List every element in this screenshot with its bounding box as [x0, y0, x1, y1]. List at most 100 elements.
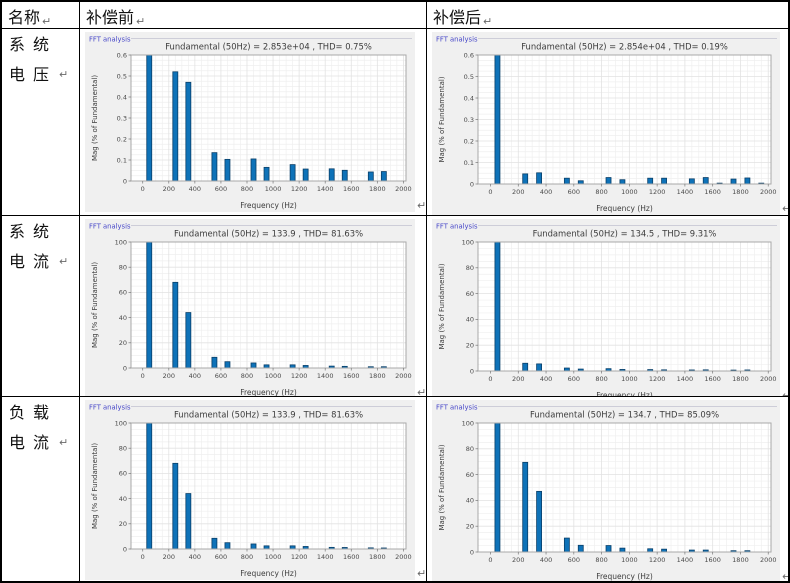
svg-text:1000: 1000	[621, 188, 638, 196]
svg-text:600: 600	[568, 188, 580, 196]
svg-text:2000: 2000	[395, 185, 412, 193]
paragraph-mark-icon: ↵	[59, 436, 69, 449]
svg-text:600: 600	[568, 375, 580, 383]
fft-bar	[185, 81, 192, 182]
fft-bar	[328, 168, 335, 182]
svg-text:0: 0	[141, 185, 145, 193]
svg-text:800: 800	[595, 375, 607, 383]
fft-bar	[494, 54, 501, 185]
fft-bar	[730, 178, 737, 185]
svg-text:0: 0	[488, 375, 492, 383]
svg-text:1200: 1200	[291, 553, 308, 561]
svg-text:1400: 1400	[677, 556, 694, 564]
fft-panel-label: FFT analysis	[89, 36, 131, 44]
fft-bar	[211, 152, 218, 182]
svg-text:0.5: 0.5	[464, 73, 474, 81]
fft-bar	[224, 542, 231, 550]
fft-panel-label: FFT analysis	[436, 223, 478, 231]
paragraph-mark-icon: ↵	[417, 567, 427, 580]
x-axis-label: Frequency (Hz)	[596, 572, 653, 581]
fft-chart-load-current-after: FFT analysis 0 200 400 600 800 1000 1200 1400 160…	[432, 400, 780, 581]
svg-text:100: 100	[462, 419, 474, 427]
svg-text:1200: 1200	[649, 188, 666, 196]
fft-panel-label: FFT analysis	[436, 36, 478, 44]
svg-text:1800: 1800	[732, 188, 749, 196]
svg-text:1400: 1400	[317, 185, 334, 193]
svg-text:0: 0	[141, 553, 145, 561]
svg-text:80: 80	[119, 445, 127, 453]
fft-bar	[146, 241, 153, 369]
fft-bar	[263, 166, 270, 182]
fft-chart-system-current-before: FFT analysis 0 200 400 600 800 1000 1200 1400 160…	[85, 219, 415, 396]
svg-text:1000: 1000	[265, 553, 282, 561]
header-cell-after: 补偿后 ↵	[427, 2, 788, 29]
chart-title: Fundamental (50Hz) = 2.854e+04 , THD= 0.…	[521, 42, 728, 52]
x-axis-label: Frequency (Hz)	[240, 201, 297, 210]
chart-title: Fundamental (50Hz) = 133.9 , THD= 81.63%	[174, 229, 363, 239]
svg-text:1800: 1800	[732, 556, 749, 564]
svg-text:1600: 1600	[343, 372, 360, 380]
svg-text:1200: 1200	[649, 556, 666, 564]
svg-text:1800: 1800	[369, 372, 386, 380]
fft-bar	[172, 71, 179, 182]
svg-text:1600: 1600	[343, 553, 360, 561]
header-after-label: 补偿后	[433, 8, 482, 27]
paragraph-mark-icon: ↵	[782, 389, 788, 396]
svg-text:0.2: 0.2	[464, 137, 474, 145]
svg-text:0: 0	[470, 180, 474, 188]
fft-bar	[522, 461, 529, 553]
svg-text:0: 0	[488, 188, 492, 196]
row-label-system-voltage: 系统电压 ↵	[2, 29, 80, 216]
fft-panel-label: FFT analysis	[436, 404, 478, 412]
svg-text:0: 0	[123, 364, 127, 372]
svg-text:100: 100	[462, 238, 474, 246]
svg-text:60: 60	[119, 470, 127, 478]
svg-text:800: 800	[241, 553, 253, 561]
svg-text:2000: 2000	[395, 372, 412, 380]
cell-system-voltage-after: FFT analysis 0 200 400 600 800 1000 1200 1400 160…	[427, 29, 788, 216]
svg-text:20: 20	[466, 523, 474, 531]
svg-text:1400: 1400	[317, 372, 334, 380]
fft-bar	[688, 178, 695, 185]
x-axis-label: Frequency (Hz)	[596, 391, 653, 397]
paragraph-mark-icon: ↵	[59, 68, 69, 81]
svg-text:1200: 1200	[291, 372, 308, 380]
x-axis-label: Frequency (Hz)	[240, 569, 297, 578]
fft-bar	[494, 422, 501, 553]
svg-text:0.5: 0.5	[117, 72, 127, 80]
header-name-label: 名称	[8, 8, 41, 27]
paragraph-mark-icon: ↵	[417, 386, 427, 397]
chart-title: Fundamental (50Hz) = 134.7 , THD= 85.09%	[530, 410, 719, 420]
svg-text:20: 20	[119, 520, 127, 528]
row-label-text: 系统电压	[9, 35, 58, 84]
fft-bar	[211, 356, 218, 369]
cell-system-current-before: FFT analysis 0 200 400 600 800 1000 1200 1400 160…	[80, 216, 427, 397]
svg-text:2000: 2000	[760, 375, 777, 383]
svg-text:40: 40	[119, 314, 127, 322]
fft-bar	[577, 544, 584, 553]
fft-bar	[146, 422, 153, 550]
fft-chart-load-current-before: FFT analysis 0 200 400 600 800 1000 1200 1400 160…	[85, 400, 415, 580]
paragraph-mark-icon: ↵	[42, 15, 52, 28]
svg-text:0.2: 0.2	[117, 135, 127, 143]
x-axis-label: Frequency (Hz)	[596, 204, 653, 213]
svg-text:0.6: 0.6	[117, 51, 127, 59]
row-label-text: 负载电流	[9, 403, 58, 452]
paragraph-mark-icon: ↵	[782, 202, 788, 215]
svg-text:40: 40	[119, 495, 127, 503]
fft-bar	[211, 537, 218, 550]
svg-text:1200: 1200	[649, 375, 666, 383]
svg-text:200: 200	[163, 553, 175, 561]
svg-text:40: 40	[466, 316, 474, 324]
header-cell-name: 名称 ↵	[2, 2, 80, 29]
fft-bar	[661, 177, 667, 185]
svg-text:600: 600	[568, 556, 580, 564]
fft-bar	[341, 169, 348, 182]
svg-text:0: 0	[470, 367, 474, 375]
svg-text:600: 600	[215, 372, 227, 380]
svg-text:400: 400	[540, 188, 552, 196]
